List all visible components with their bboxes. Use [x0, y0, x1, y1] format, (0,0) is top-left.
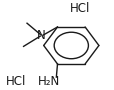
Text: N: N [36, 29, 45, 42]
Text: HCl: HCl [70, 2, 90, 15]
Text: HCl: HCl [6, 75, 26, 88]
Text: H₂N: H₂N [38, 75, 60, 88]
